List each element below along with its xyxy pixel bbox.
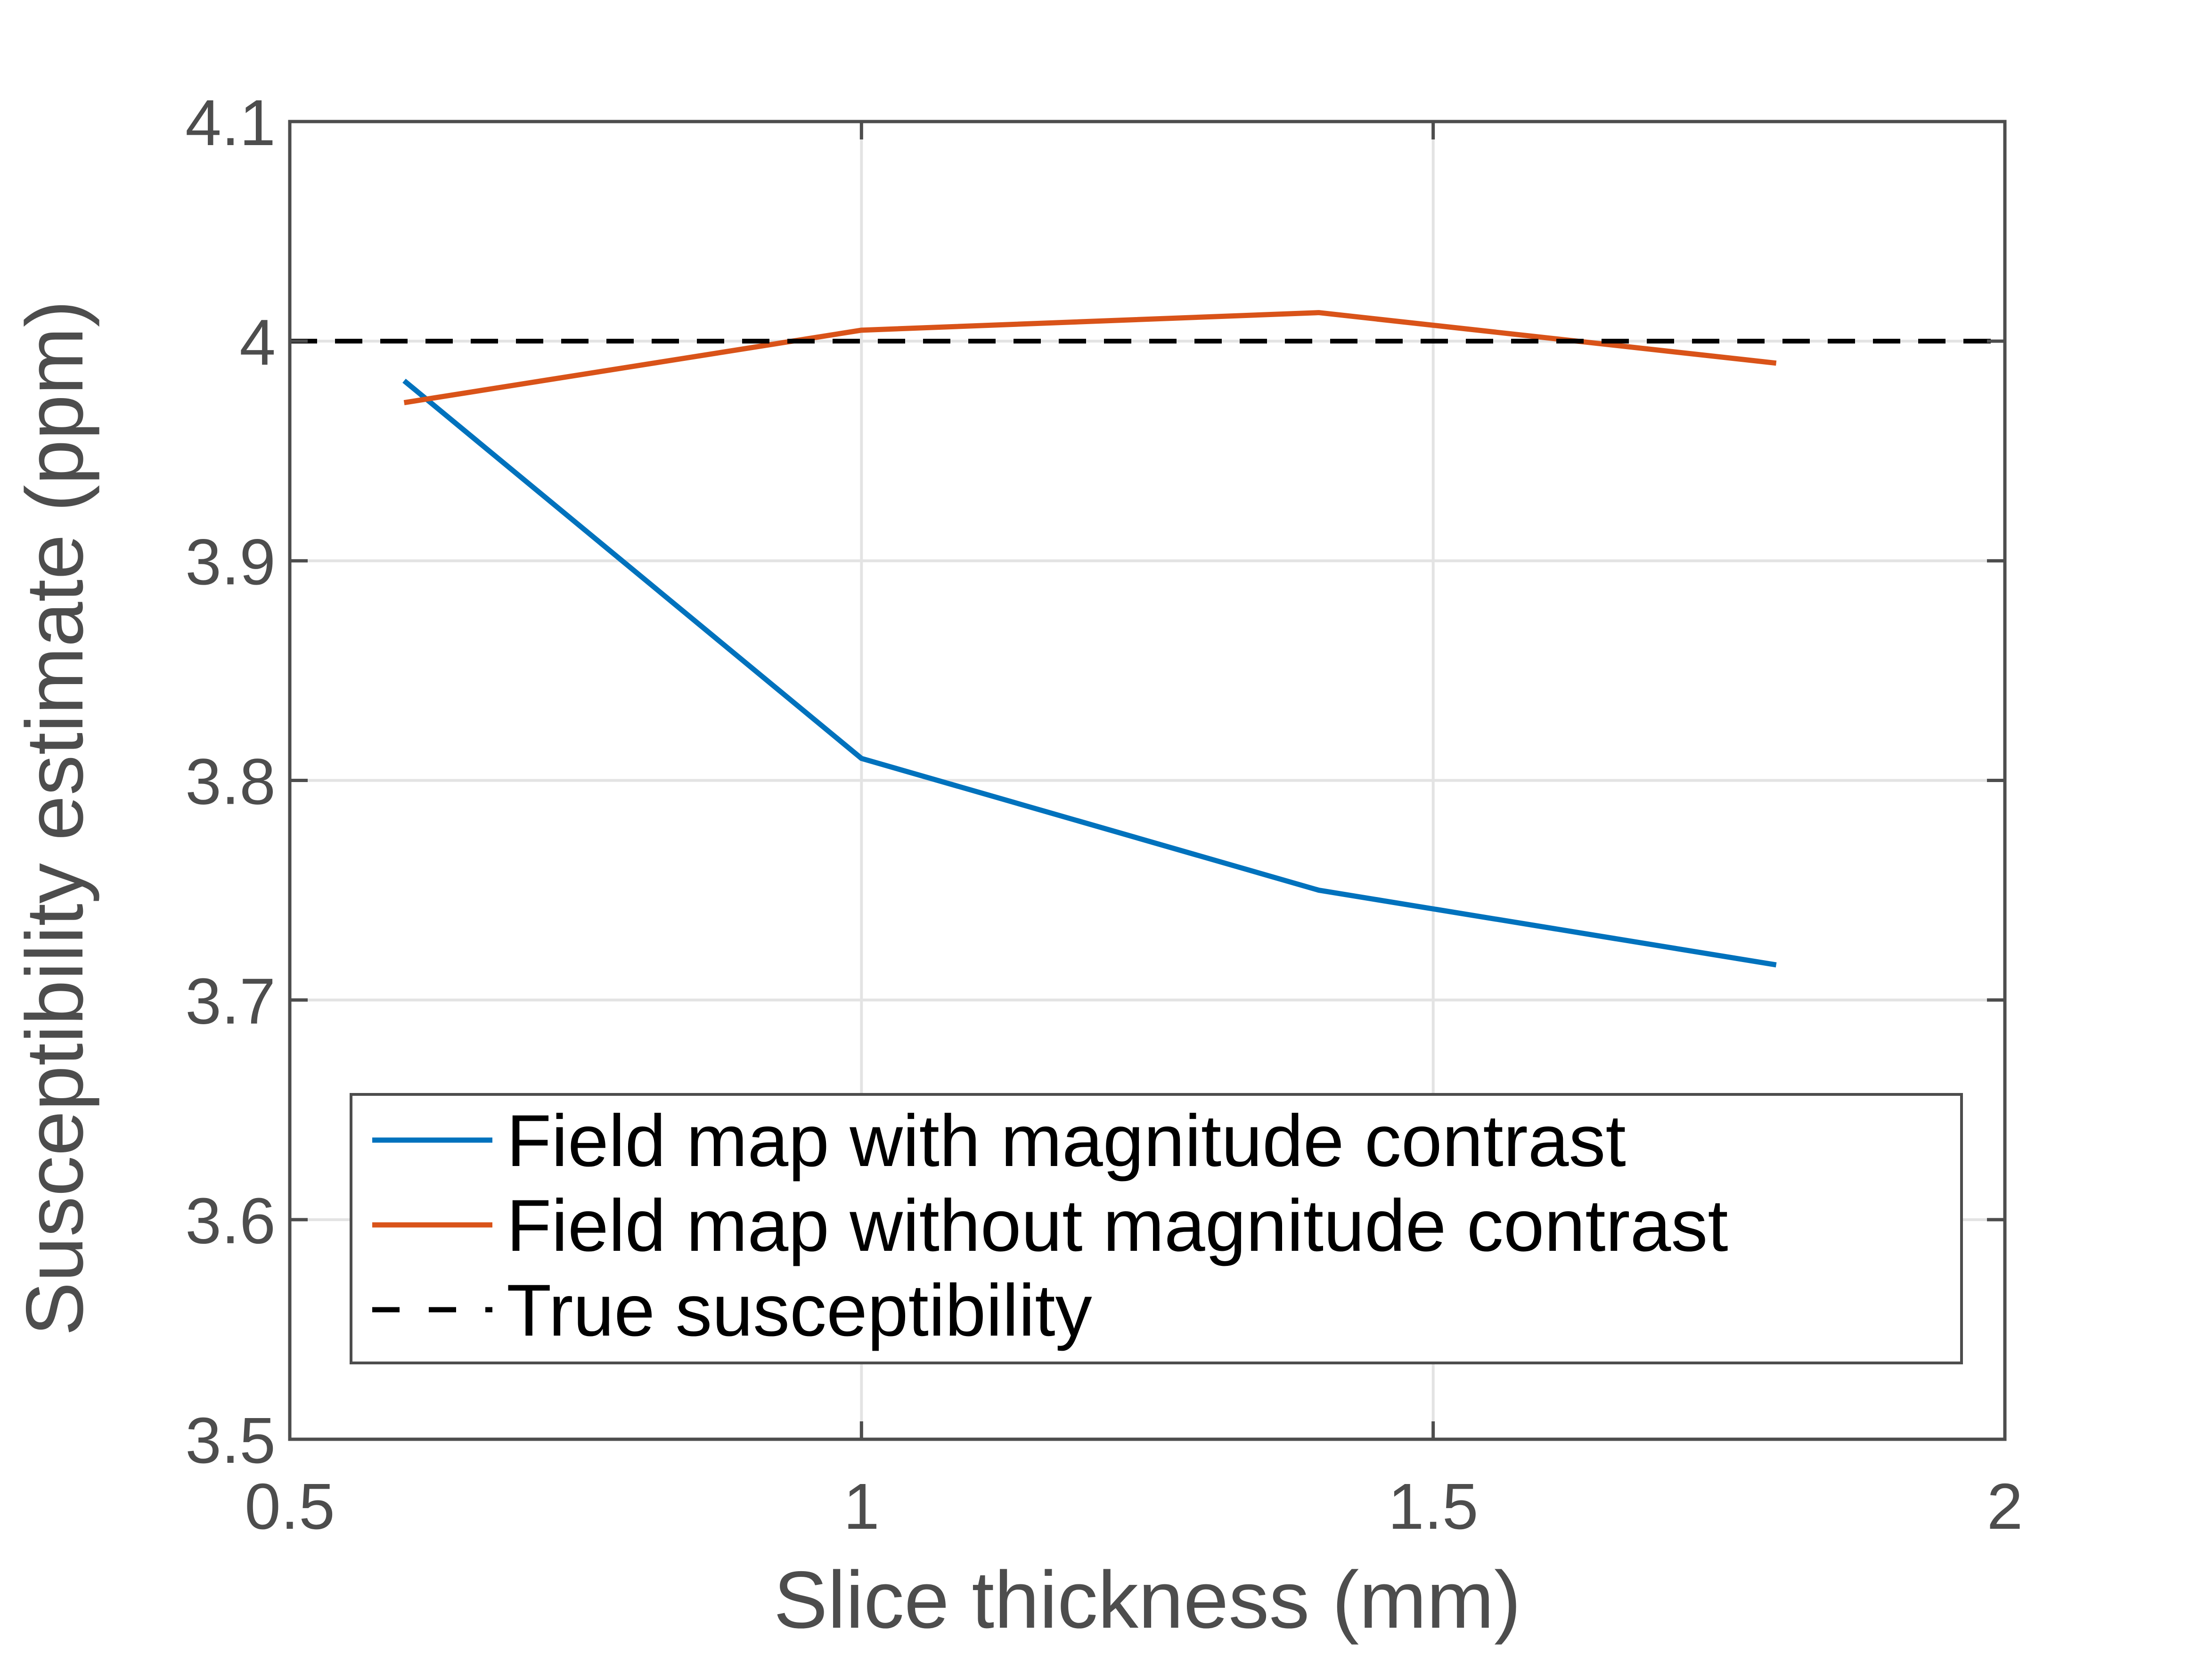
legend-label-without-magnitude: Field map without magnitude contrast (507, 1185, 1728, 1267)
y-axis-title: Susceptibility estimate (ppm) (9, 300, 100, 1336)
axis-ticks (288, 120, 2007, 1441)
x-tick-label: 1.5 (1388, 1470, 1479, 1543)
x-tick-label: 1 (843, 1470, 880, 1543)
y-tick-label: 4 (239, 306, 276, 379)
legend-label-true-susceptibility: True susceptibility (507, 1270, 1092, 1352)
legend-label-with-magnitude: Field map with magnitude contrast (507, 1100, 1626, 1182)
series-layer (290, 310, 2005, 968)
series-line-0 (402, 378, 1777, 968)
y-tick-label: 3.6 (185, 1185, 276, 1257)
x-axis-title: Slice thickness (mm) (774, 1555, 1521, 1645)
tick-labels: 0.5 1 1.5 2 3.5 3.6 3.7 3.8 3.9 4 4.1 (185, 87, 2023, 1543)
y-tick-label: 3.9 (185, 526, 276, 598)
x-tick-label: 2 (1987, 1470, 2023, 1543)
y-tick-label: 3.8 (185, 746, 276, 818)
legend: Field map with magnitude contrast Field … (350, 1093, 1963, 1364)
y-tick-label: 4.1 (185, 87, 276, 159)
y-tick-label: 3.5 (185, 1404, 276, 1477)
x-tick-label: 0.5 (245, 1470, 335, 1543)
legend-box (350, 1093, 1963, 1364)
y-tick-label: 3.7 (185, 965, 276, 1038)
series-line-1 (403, 310, 1777, 406)
